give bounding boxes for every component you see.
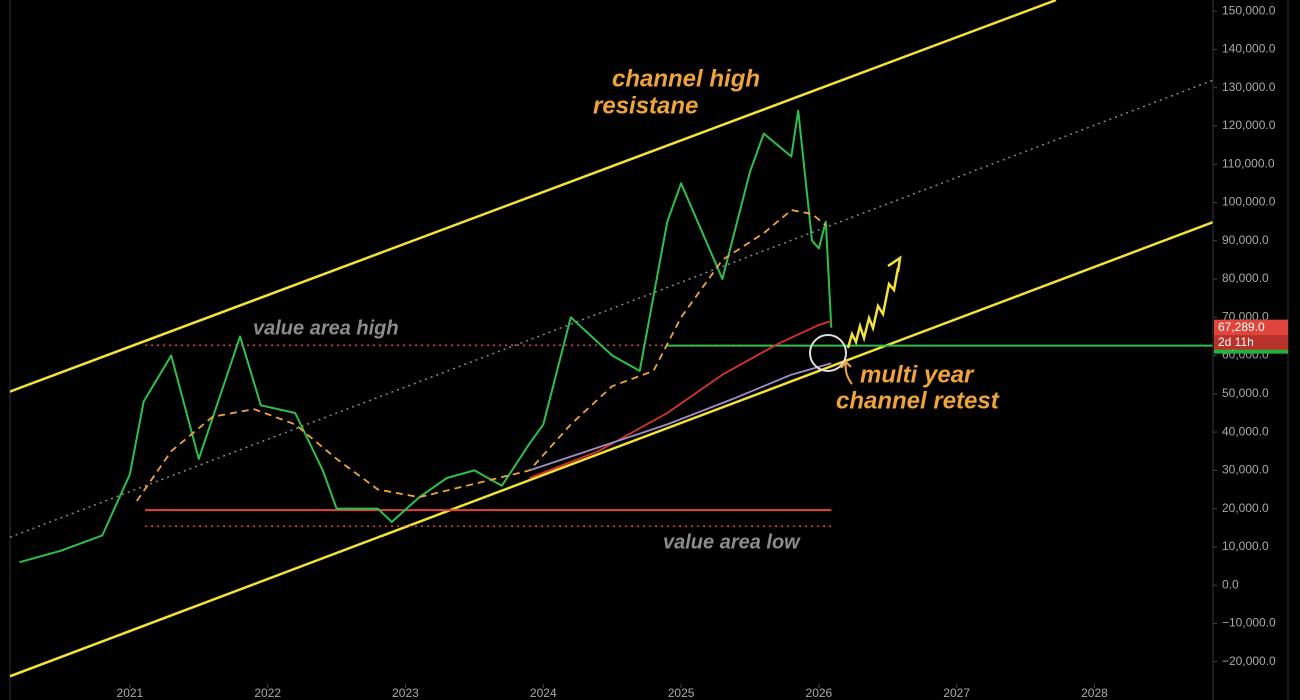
- x-tick-label: 2021: [117, 686, 144, 700]
- y-tick-label: 50,000.0: [1222, 386, 1269, 400]
- annotation: resistane: [593, 92, 698, 119]
- y-tick-label: 150,000.0: [1222, 3, 1276, 17]
- series-line: [19, 109, 833, 564]
- y-tick-label: −20,000.0: [1222, 654, 1276, 668]
- y-tick-label: 130,000.0: [1222, 80, 1276, 94]
- retest-circle: [809, 334, 847, 372]
- annotation: channel retest: [836, 387, 1000, 414]
- y-tick-label: 10,000.0: [1222, 539, 1269, 553]
- axes: −20,000.0 −10,000.0 0.0 10,000.0 20,000.0 30,…: [117, 3, 1288, 700]
- annotation: multi year: [860, 361, 975, 388]
- trend-line: [10, 79, 1213, 538]
- retest-arrow: [840, 360, 853, 385]
- price-label-box: [1214, 319, 1288, 336]
- y-tick-label: 20,000.0: [1222, 501, 1269, 515]
- x-tick-label: 2023: [392, 686, 419, 700]
- y-tick-label: 140,000.0: [1222, 42, 1276, 56]
- countdown: 2d 11h: [1218, 335, 1254, 349]
- y-tick-label: 30,000.0: [1222, 463, 1269, 477]
- x-tick-label: 2025: [668, 686, 695, 700]
- series-line: [529, 320, 832, 479]
- x-tick-label: 2026: [806, 686, 833, 700]
- x-tick-label: 2022: [254, 686, 281, 700]
- y-tick-label: −10,000.0: [1222, 616, 1276, 630]
- price-label: 67,289.0: [1218, 320, 1265, 334]
- annotation: value area high: [253, 317, 399, 339]
- y-tick-label: 80,000.0: [1222, 271, 1269, 285]
- annotation: value area low: [663, 531, 801, 553]
- trend-line: [10, 221, 1213, 678]
- y-tick-label: 120,000.0: [1222, 118, 1276, 132]
- arrow-head: [887, 255, 902, 273]
- annotation: channel high: [612, 65, 760, 92]
- y-tick-label: 90,000.0: [1222, 233, 1269, 247]
- y-tick-label: 40,000.0: [1222, 424, 1269, 438]
- projection-arrow: [846, 267, 900, 349]
- plot-area: [10, 0, 1213, 678]
- trend-line: [10, 0, 1057, 393]
- countdown-box: [1214, 335, 1288, 350]
- y-tick-label: 110,000.0: [1222, 156, 1275, 170]
- x-tick-label: 2024: [530, 686, 557, 700]
- y-tick-label: 0.0: [1222, 577, 1239, 591]
- y-tick-label: 100,000.0: [1222, 195, 1276, 209]
- x-tick-label: 2027: [943, 686, 970, 700]
- x-tick-label: 2028: [1081, 686, 1108, 700]
- series-line: [529, 362, 832, 472]
